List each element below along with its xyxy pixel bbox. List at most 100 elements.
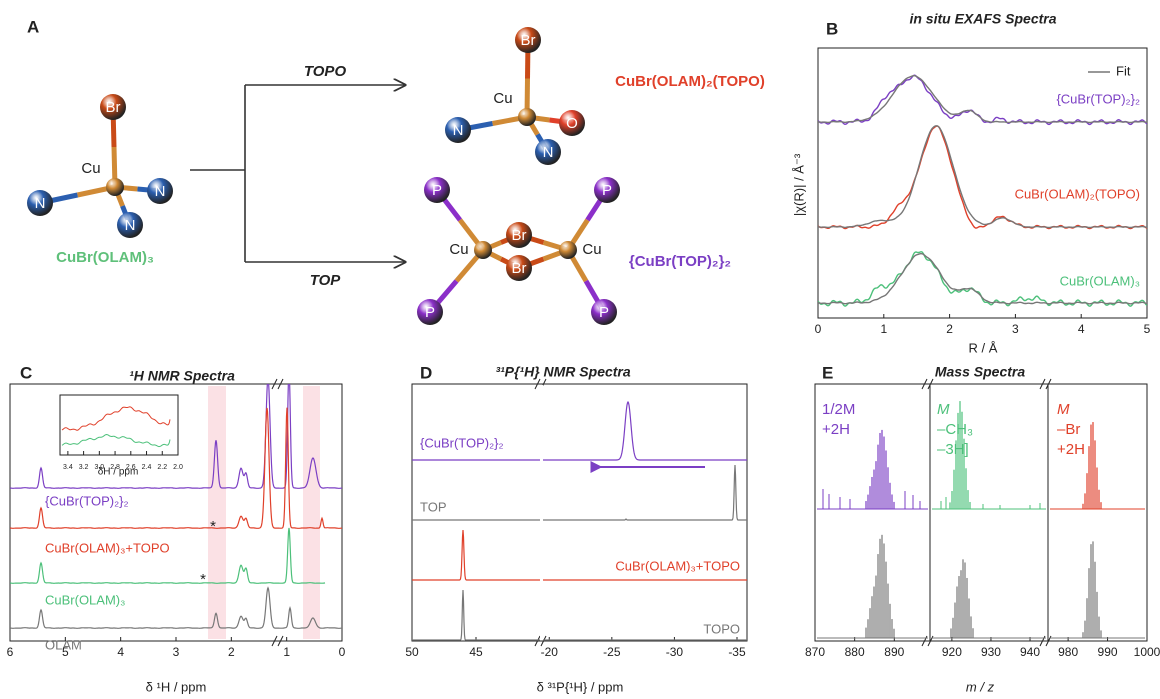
x-tick-label: 880 — [845, 645, 865, 659]
panel-letter: A — [27, 17, 39, 36]
highlight-band — [208, 386, 226, 639]
x-tick-label: 940 — [1020, 645, 1040, 659]
marker: * — [210, 518, 216, 535]
spectrum-trace — [543, 402, 747, 460]
curve-label: CuBr(OLAM)₃+TOPO — [45, 540, 170, 555]
spectrum-trace — [818, 126, 1147, 229]
atom-label: Cu — [81, 160, 100, 177]
annotation: +2H — [822, 421, 850, 438]
panel-title: ³¹P{¹H} NMR Spectra — [495, 364, 631, 380]
legend-label: Fit — [1116, 63, 1131, 78]
atom — [106, 178, 124, 196]
annotation: –Br — [1057, 421, 1080, 438]
atom-label: O — [566, 115, 578, 132]
x-tick-label: 2.4 — [142, 464, 152, 471]
curve-label: {CuBr(TOP)₂}₂ — [420, 435, 504, 450]
x-tick-label: 3.4 — [63, 464, 73, 471]
x-tick-label: 870 — [805, 645, 825, 659]
route-label: TOP — [310, 272, 342, 289]
atom-label: P — [425, 304, 435, 321]
spectrum-trace — [412, 530, 540, 580]
curve-label: TOP — [420, 499, 447, 514]
atom-label: N — [35, 195, 46, 212]
annotation: 1/2M — [822, 401, 855, 418]
x-tick-label: 2.0 — [173, 464, 183, 471]
annotation: –CH₃ — [937, 421, 973, 438]
panel-letter: C — [20, 363, 32, 382]
x-tick-label: 5 — [62, 645, 69, 659]
x-tick-label: 930 — [981, 645, 1001, 659]
x-tick-label: 3 — [1012, 322, 1019, 336]
x-axis-label: δ ¹H / ppm — [146, 679, 207, 694]
marker: * — [200, 571, 206, 588]
curve-label: CuBr(OLAM)₃ — [1060, 273, 1140, 288]
spectrum-trace — [10, 528, 325, 583]
atom — [518, 108, 536, 126]
x-tick-label: 45 — [469, 645, 483, 659]
x-tick-label: 990 — [1098, 645, 1118, 659]
atom-label: N — [125, 217, 136, 234]
panel-letter: E — [822, 363, 833, 382]
x-tick-label: 3.2 — [79, 464, 89, 471]
x-tick-label: 980 — [1058, 645, 1078, 659]
x-tick-label: 2.2 — [157, 464, 167, 471]
curve-label: CuBr(OLAM)₃+TOPO — [615, 558, 740, 573]
atom-label: N — [155, 183, 166, 200]
curve-label: TOPO — [703, 621, 740, 636]
x-tick-label: 2.8 — [110, 464, 120, 471]
x-tick-label: 4 — [117, 645, 124, 659]
x-tick-label: 890 — [884, 645, 904, 659]
figure: A TOPO TOP CuBr(OLAM)₃ CuBr(OLAM)₂(TOPO)… — [0, 0, 1160, 699]
atom-label: N — [543, 144, 554, 161]
x-tick-label: 1 — [880, 322, 887, 336]
x-tick-label: 2.6 — [126, 464, 136, 471]
x-tick-label: -35 — [728, 645, 746, 659]
x-tick-label: 920 — [942, 645, 962, 659]
x-tick-label: 4 — [1078, 322, 1085, 336]
x-tick-label: 0 — [339, 645, 346, 659]
atom-label: P — [599, 304, 609, 321]
x-axis-label: δ ³¹P{¹H} / ppm — [537, 679, 624, 694]
atom-label: P — [432, 182, 442, 199]
panel-letter: D — [420, 363, 432, 382]
x-tick-label: 5 — [1144, 322, 1151, 336]
spectrum-trace — [818, 126, 1147, 228]
atom — [474, 241, 492, 259]
annotations: 1/2M+2HM–CH₃–3H]M–Br+2H — [822, 401, 1085, 458]
atom-label: Br — [106, 99, 121, 116]
atom-label: Cu — [493, 90, 512, 107]
curve-label: {CuBr(TOP)₂}₂ — [45, 493, 129, 508]
spectrum-trace — [543, 465, 747, 520]
annotation: M — [1057, 401, 1070, 418]
atom — [559, 241, 577, 259]
curve-label: CuBr(OLAM)₃ — [45, 592, 125, 607]
panel-title: ¹H NMR Spectra — [129, 368, 235, 384]
atom-label: P — [602, 182, 612, 199]
x-axis-label: R / Å — [969, 340, 998, 355]
x-tick-label: 3.0 — [94, 464, 104, 471]
x-tick-label: 2 — [228, 645, 235, 659]
curve-label: {CuBr(TOP)₂}₂ — [1056, 91, 1140, 106]
compound-label: {CuBr(TOP)₂}₂ — [629, 253, 731, 270]
route-label: TOPO — [304, 63, 347, 80]
compound-label: CuBr(OLAM)₃ — [56, 249, 154, 266]
y-axis-label: |χ(R)| / Å⁻³ — [791, 153, 806, 216]
highlight-band — [303, 386, 320, 639]
panel-title: Mass Spectra — [935, 364, 1025, 380]
axis-gap — [540, 385, 543, 640]
x-tick-label: -25 — [603, 645, 621, 659]
x-tick-label: 1000 — [1134, 645, 1160, 659]
reaction-arrows — [190, 85, 405, 262]
x-axis-label: m / z — [966, 679, 995, 694]
x-tick-label: 50 — [405, 645, 419, 659]
panel-title: in situ EXAFS Spectra — [909, 11, 1056, 27]
curve-label: CuBr(OLAM)₂(TOPO) — [1015, 186, 1140, 201]
compound-label: CuBr(OLAM)₂(TOPO) — [615, 73, 765, 90]
x-tick-label: 2 — [946, 322, 953, 336]
atom-label: N — [453, 122, 464, 139]
annotation: +2H — [1057, 441, 1085, 458]
x-tick-label: -30 — [666, 645, 684, 659]
atom-label: Cu — [449, 241, 468, 258]
panel-letter: B — [826, 19, 838, 38]
x-tick-label: 0 — [815, 322, 822, 336]
